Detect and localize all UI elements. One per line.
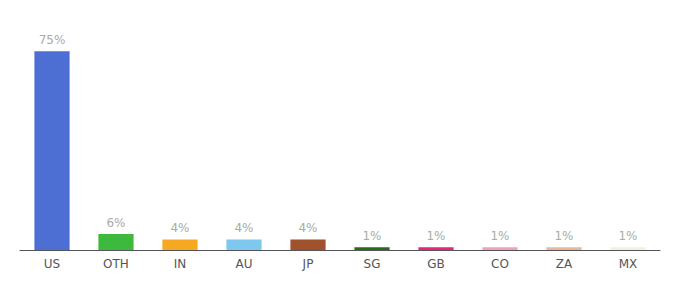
svg-text:6%: 6%	[106, 216, 125, 230]
svg-text:4%: 4%	[170, 221, 189, 235]
svg-text:CO: CO	[491, 257, 509, 271]
svg-text:1%: 1%	[618, 229, 637, 243]
svg-text:1%: 1%	[426, 229, 445, 243]
svg-text:JP: JP	[302, 257, 314, 271]
svg-text:1%: 1%	[554, 229, 573, 243]
svg-text:MX: MX	[619, 257, 638, 271]
svg-text:75%: 75%	[39, 33, 66, 47]
svg-text:1%: 1%	[362, 229, 381, 243]
svg-text:US: US	[44, 257, 60, 271]
svg-text:4%: 4%	[298, 221, 317, 235]
svg-text:GB: GB	[427, 257, 445, 271]
svg-text:SG: SG	[364, 257, 381, 271]
svg-text:1%: 1%	[490, 229, 509, 243]
svg-text:4%: 4%	[234, 221, 253, 235]
svg-text:OTH: OTH	[103, 257, 129, 271]
svg-text:AU: AU	[236, 257, 253, 271]
svg-text:IN: IN	[174, 257, 187, 271]
svg-text:ZA: ZA	[556, 257, 573, 271]
